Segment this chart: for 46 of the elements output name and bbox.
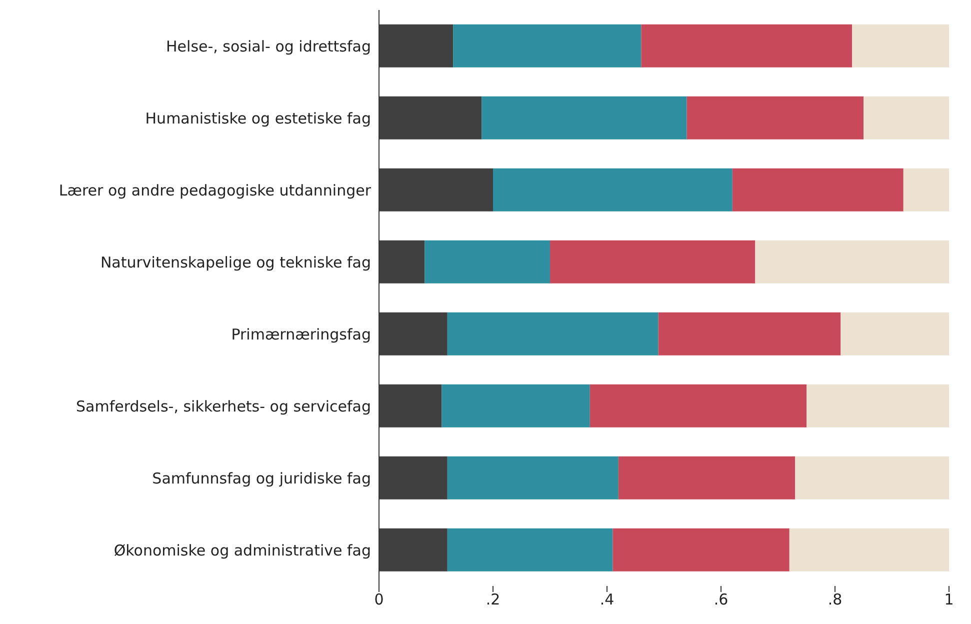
bar [379, 96, 482, 140]
bar [493, 168, 732, 212]
bar [447, 528, 613, 572]
bar [379, 240, 425, 284]
y-tick-label: Lærer og andre pedagogiske utdanninger [58, 181, 372, 200]
bar [903, 168, 949, 212]
bar [852, 24, 949, 68]
bar [379, 168, 493, 212]
x-tick-label: .2 [486, 590, 500, 609]
y-tick-label: Samferdsels-, sikkerhets- og servicefag [76, 397, 371, 416]
bar [789, 528, 949, 572]
y-tick-label: Primærnæringsfag [231, 325, 371, 344]
bar [840, 312, 949, 356]
bar [686, 96, 864, 140]
bar [379, 528, 448, 572]
bar [806, 384, 949, 428]
bar [864, 96, 949, 140]
x-tick-label: .4 [600, 590, 614, 609]
bar [732, 168, 904, 212]
bar [618, 456, 796, 500]
bar [590, 384, 806, 428]
y-tick-label: Naturvitenskapelige og tekniske fag [100, 253, 371, 272]
bar [379, 312, 448, 356]
y-tick-label: Humanistiske og estetiske fag [145, 109, 371, 128]
bar [379, 24, 454, 68]
bar [453, 24, 642, 68]
bar [447, 312, 658, 356]
y-tick-label: Økonomiske og administrative fag [114, 541, 371, 560]
bar [641, 24, 852, 68]
bar [795, 456, 949, 500]
bar [447, 456, 618, 500]
bar [424, 240, 550, 284]
x-tick-label: .8 [828, 590, 842, 609]
bar [379, 384, 442, 428]
bar [379, 456, 448, 500]
bar [550, 240, 756, 284]
bar [612, 528, 790, 572]
x-tick-label: 1 [944, 590, 954, 609]
bar [442, 384, 590, 428]
bar [755, 240, 949, 284]
y-tick-label: Samfunnsfag og juridiske fag [152, 469, 371, 488]
x-tick-label: 0 [374, 590, 384, 609]
bar [658, 312, 841, 356]
x-tick-label: .6 [714, 590, 728, 609]
bar [482, 96, 687, 140]
y-tick-label: Helse-, sosial- og idrettsfag [166, 37, 371, 56]
